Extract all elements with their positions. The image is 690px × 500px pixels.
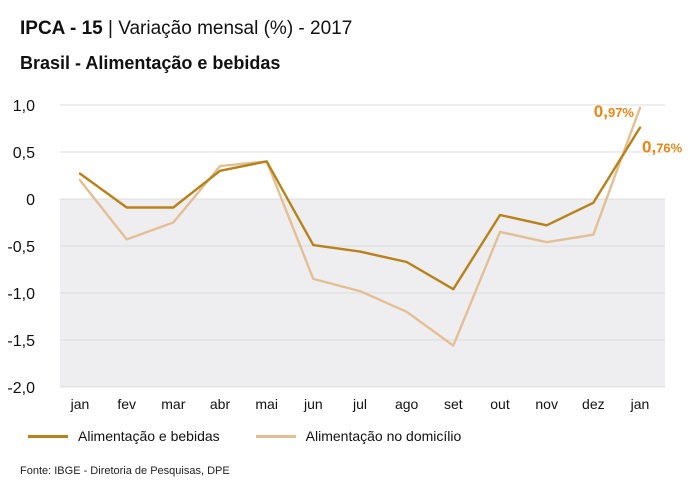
data-label-series-2: 0,97% (594, 102, 635, 121)
legend-swatch-series-1 (28, 434, 68, 438)
legend-item-series-1: Alimentação e bebidas (28, 428, 220, 444)
x-tick-label: ago (395, 396, 419, 412)
legend-label-series-1: Alimentação e bebidas (78, 428, 220, 444)
y-tick-label: 0,5 (13, 145, 35, 162)
x-tick-label: mar (161, 396, 185, 412)
x-tick-label: mai (255, 396, 278, 412)
y-tick-label: -1,5 (7, 333, 35, 350)
y-tick-label: -2,0 (7, 380, 35, 397)
line-chart: 1,0 0,5 0 -0,5 -1,0 -1,5 -2,0 jan fev mar abr mai ju… (7, 98, 683, 412)
x-tick-label: nov (535, 396, 558, 412)
y-tick-label: 0 (26, 192, 35, 209)
series-line-1 (78, 126, 642, 291)
y-tick-label: -0,5 (7, 239, 35, 256)
legend-label-series-2: Alimentação no domicílio (305, 428, 462, 444)
x-tick-label: jan (70, 396, 90, 412)
x-tick-label: jul (352, 396, 367, 412)
x-tick-label: abr (210, 396, 231, 412)
x-tick-label: set (444, 396, 463, 412)
legend-swatch-series-2 (255, 434, 296, 438)
x-tick-label: dez (582, 396, 605, 412)
x-tick-label: fev (117, 396, 136, 412)
chart-legend: Alimentação e bebidas Alimentação no dom… (28, 428, 497, 444)
y-tick-label: -1,0 (7, 286, 35, 303)
chart-title-bold: IPCA - 15 (20, 18, 103, 39)
source-note: Fonte: IBGE - Diretoria de Pesquisas, DP… (20, 465, 230, 477)
chart-title: IPCA - 15 | Variação mensal (%) - 2017 (20, 17, 352, 41)
chart-title-rest: Variação mensal (%) - 2017 (118, 18, 353, 39)
x-tick-label: jan (630, 396, 650, 412)
y-tick-label: 1,0 (13, 98, 35, 115)
chart-subtitle: Brasil - Alimentação e bebidas (20, 53, 281, 73)
chart-title-separator: | (102, 18, 119, 39)
data-label-series-1: 0,76% (642, 138, 683, 157)
x-tick-label: out (490, 396, 510, 412)
x-tick-label: jun (303, 396, 323, 412)
legend-item-series-2: Alimentação no domicílio (255, 428, 462, 444)
series-line-2 (78, 106, 642, 347)
